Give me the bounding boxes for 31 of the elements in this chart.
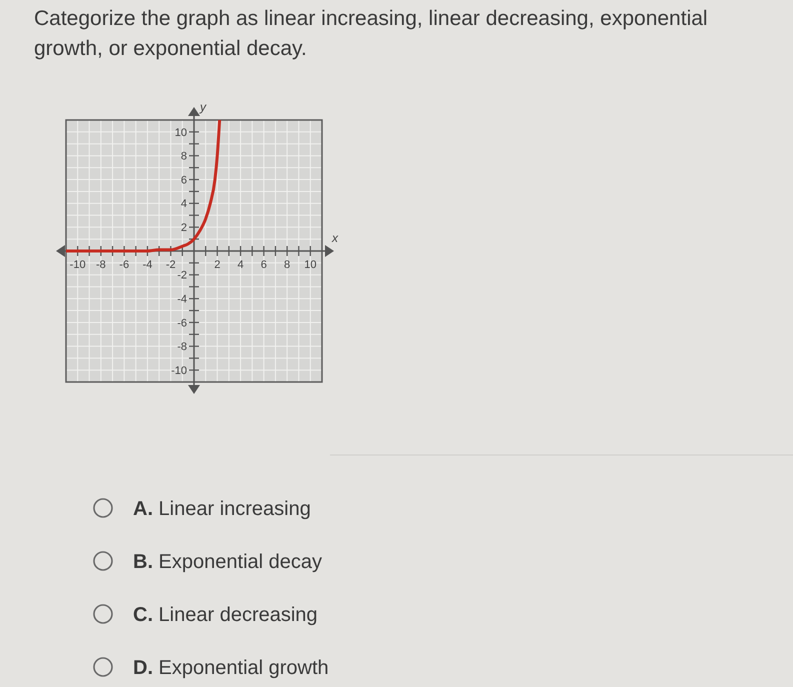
- text: Categorize the graph as linear increasing, linear decreasing, exponential growth, or exponential decay.: [34, 7, 708, 60]
- y-tick-label: -8: [177, 341, 187, 354]
- y-tick-label: -4: [177, 293, 187, 306]
- y-tick-label: 8: [180, 150, 187, 163]
- x-tick-label: -10: [70, 259, 86, 271]
- text: A. Linear increasing: [133, 498, 311, 520]
- y-axis-title: y: [199, 100, 207, 114]
- y-tick-label: 10: [174, 126, 187, 139]
- text: D. Exponential growth: [133, 657, 329, 679]
- x-tick-label: 2: [214, 259, 220, 271]
- y-tick-label: -2: [177, 270, 187, 282]
- text: B. Exponential decay: [133, 551, 322, 573]
- x-tick-label: 6: [260, 259, 267, 271]
- x-tick-label: -6: [119, 259, 130, 271]
- y-tick-label: 6: [180, 174, 187, 186]
- x-tick-label: 4: [237, 259, 244, 271]
- x-tick-label: -4: [142, 259, 152, 271]
- radio-button[interactable]: [93, 498, 113, 518]
- x-tick-label: -8: [96, 259, 106, 271]
- text: C. Linear decreasing: [133, 604, 318, 626]
- radio-button[interactable]: [93, 657, 113, 677]
- radio-button[interactable]: [93, 604, 113, 624]
- radio-button[interactable]: [93, 551, 113, 571]
- x-axis-title: x: [331, 231, 339, 245]
- x-tick-label: -2: [166, 259, 176, 271]
- x-tick-label: 10: [304, 259, 316, 271]
- x-tick-label: 8: [284, 259, 290, 271]
- y-tick-label: -6: [177, 317, 187, 330]
- y-tick-label: 4: [180, 198, 187, 210]
- y-tick-label: -10: [171, 364, 187, 377]
- y-tick-label: 2: [180, 222, 187, 234]
